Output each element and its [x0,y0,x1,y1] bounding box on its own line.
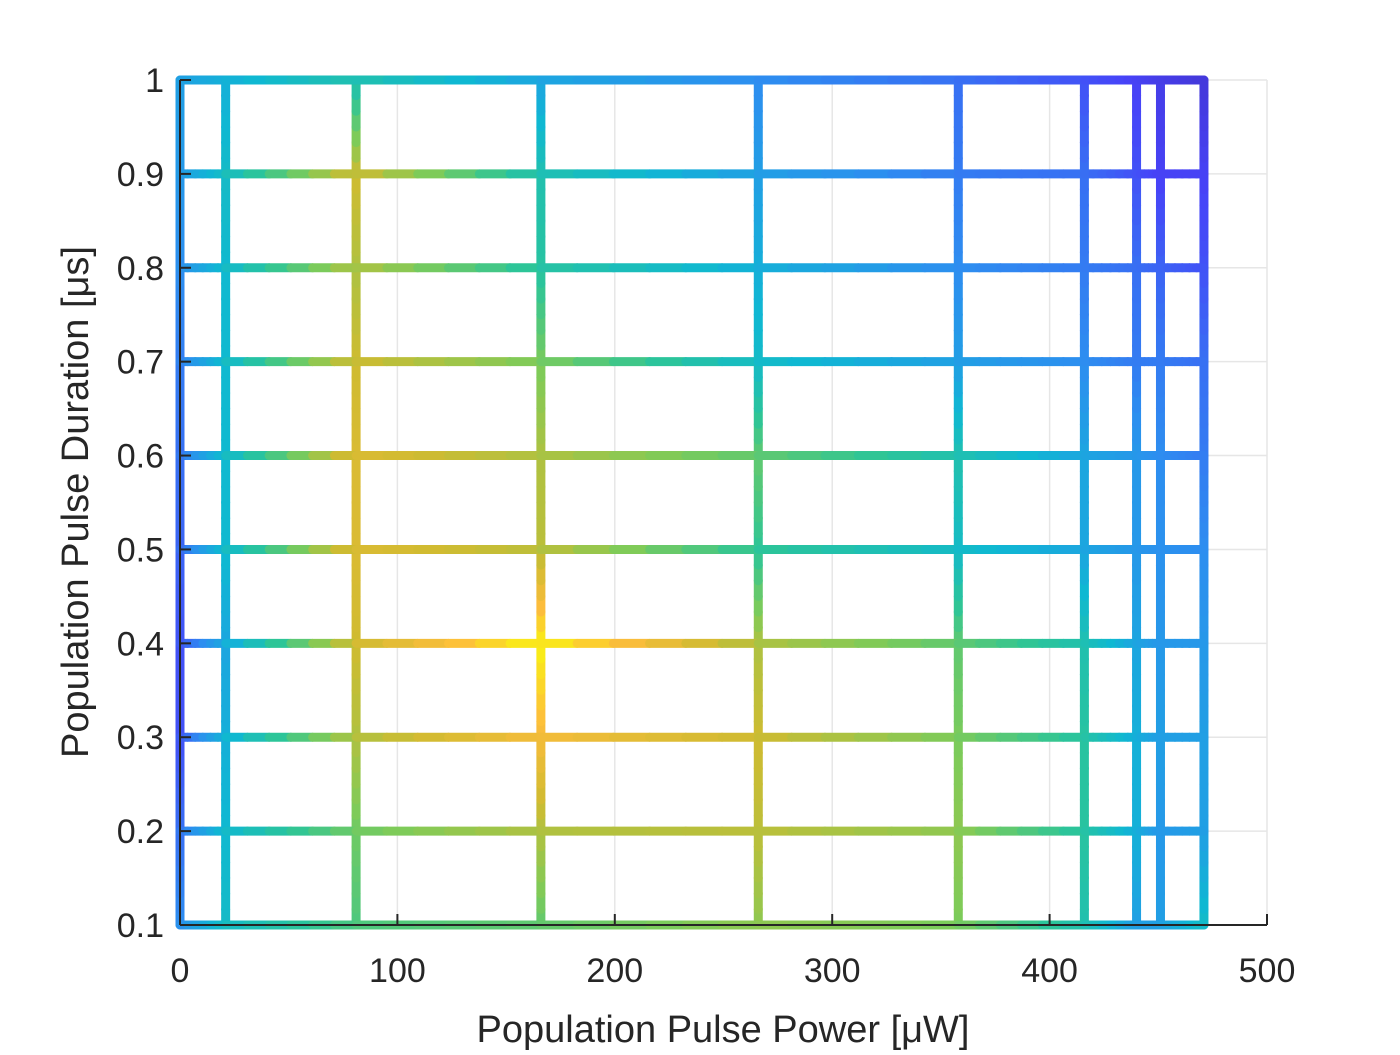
plot-area [180,80,1267,925]
x-tick-labels: 0 100 200 300 400 500 [171,952,1296,990]
y-tick-label: 0.8 [117,250,164,288]
x-tick-label: 300 [804,952,861,990]
y-tick-labels: 0.1 0.2 0.3 0.4 0.5 0.6 0.7 0.8 0.9 1 [117,62,164,945]
y-tick-label: 0.4 [117,625,164,663]
x-axis-label: Population Pulse Power [μW] [477,1009,970,1050]
x-tick-label: 100 [369,952,426,990]
y-tick-label: 0.7 [117,344,164,382]
y-tick-label: 0.3 [117,719,164,757]
y-tick-label: 0.2 [117,813,164,851]
x-tick-label: 200 [586,952,643,990]
x-tick-label: 400 [1021,952,1078,990]
axes [179,79,1268,926]
y-axis-label: Population Pulse Duration [μs] [55,246,97,758]
x-tick-label: 500 [1239,952,1296,990]
y-tick-label: 1 [145,62,164,100]
x-tick-label: 0 [171,952,190,990]
y-tick-label: 0.6 [117,438,164,476]
y-tick-label: 0.5 [117,531,164,569]
y-tick-label: 0.9 [117,156,164,194]
y-tick-label: 0.1 [117,907,164,945]
